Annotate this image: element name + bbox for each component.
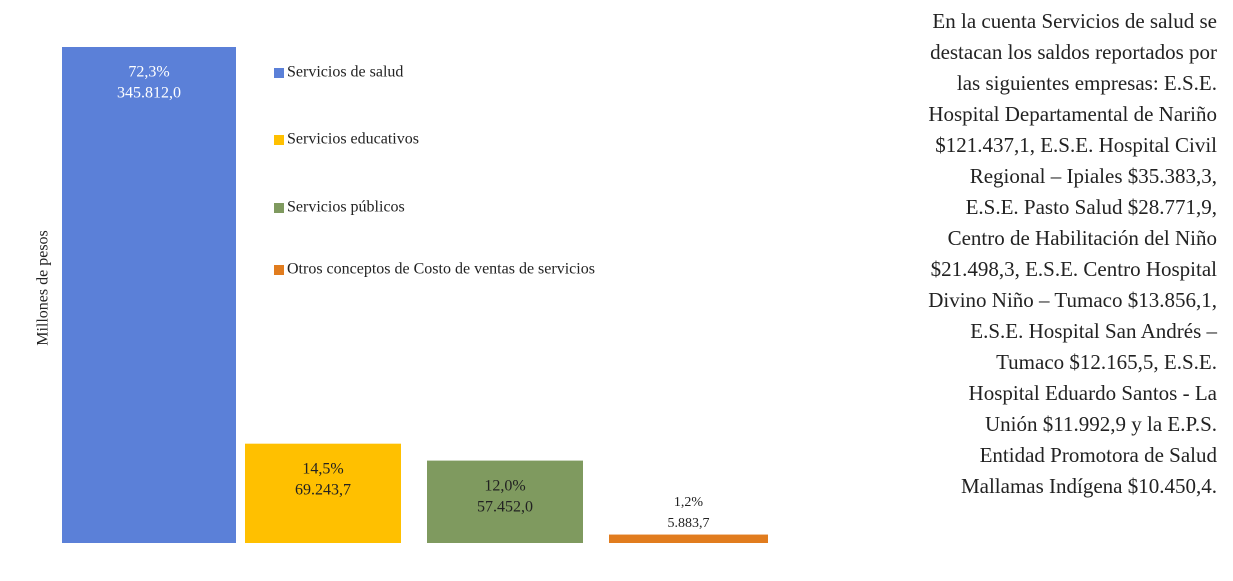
text-line: destacan los saldos reportados por — [930, 40, 1217, 64]
text-line: Mallamas Indígena $10.450,4. — [960, 474, 1217, 498]
value-label: 5.883,7 — [668, 516, 710, 531]
value-label: 345.812,0 — [117, 85, 181, 102]
bar — [427, 460, 583, 543]
text-line: $121.437,1, E.S.E. Hospital Civil — [935, 133, 1217, 157]
text-line: E.S.E. Pasto Salud $28.771,9, — [965, 195, 1217, 219]
y-axis-label: Millones de pesos — [35, 230, 52, 346]
percentage-label: 72,3% — [128, 64, 169, 81]
text-line: Entidad Promotora de Salud — [979, 443, 1217, 467]
side-text: En la cuenta Servicios de salud se destac… — [780, 6, 1217, 502]
legend-swatch — [274, 68, 284, 78]
value-label: 69.243,7 — [295, 481, 351, 498]
legend-swatch — [274, 203, 284, 213]
value-label: 57.452,0 — [477, 498, 533, 515]
text-line: Regional – Ipiales $35.383,3, — [969, 164, 1217, 188]
text-line: Hospital Eduardo Santos - La — [968, 381, 1217, 405]
legend-swatch — [274, 135, 284, 145]
bar — [609, 534, 768, 543]
legend-label: Servicios públicos — [287, 199, 405, 216]
percentage-label: 12,0% — [484, 477, 525, 494]
bar — [245, 443, 401, 543]
text-line: las siguientes empresas: E.S.E. — [956, 71, 1217, 95]
legend-label: Servicios educativos — [287, 131, 419, 148]
chart: Millones de pesos 72,3% 345.812,0 14,5% 69.… — [35, 47, 768, 543]
legend-label: Servicios de salud — [287, 64, 403, 81]
percentage-label: 14,5% — [302, 460, 343, 477]
text-line: Unión $11.992,9 y la E.P.S. — [985, 412, 1217, 436]
text-line: Tumaco $12.165,5, E.S.E. — [996, 350, 1217, 374]
text-line: Hospital Departamental de Nariño — [928, 102, 1217, 126]
text-line: Divino Niño – Tumaco $13.856,1, — [928, 288, 1217, 312]
text-line: E.S.E. Hospital San Andrés – — [970, 319, 1217, 343]
legend-label: Otros conceptos de Costo de ventas de se… — [287, 261, 595, 278]
text-line: $21.498,3, E.S.E. Centro Hospital — [930, 257, 1217, 281]
legend-swatch — [274, 265, 284, 275]
bar — [62, 47, 236, 543]
text-line: En la cuenta Servicios de salud se — [932, 9, 1217, 33]
text-line: Centro de Habilitación del Niño — [947, 226, 1217, 250]
percentage-label: 1,2% — [674, 495, 704, 510]
